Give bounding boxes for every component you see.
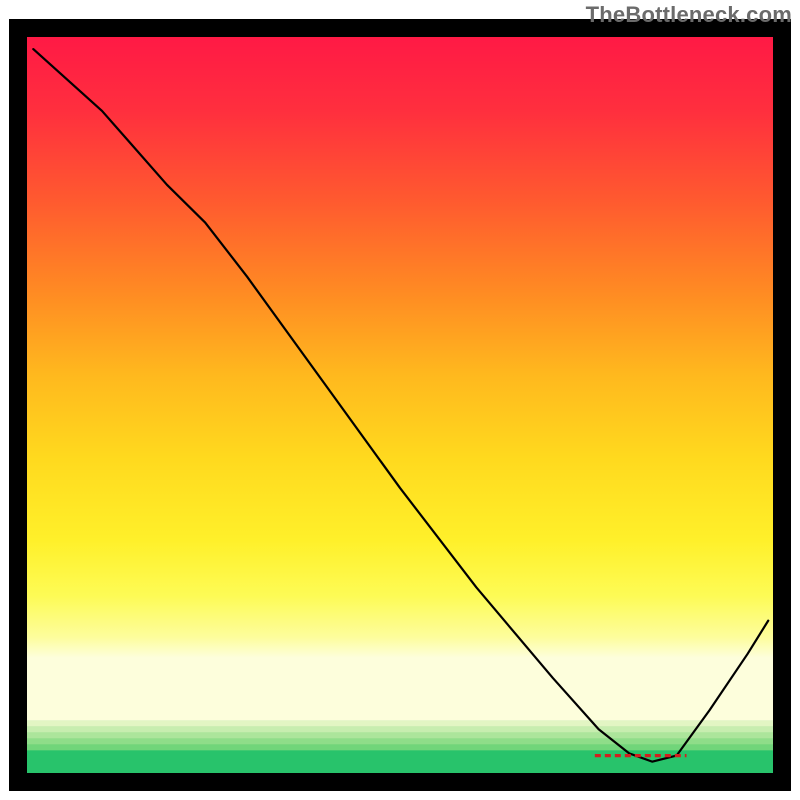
chart-canvas: TheBottleneck.com	[0, 0, 800, 800]
bottleneck-chart	[0, 0, 800, 800]
watermark-text: TheBottleneck.com	[586, 2, 792, 28]
